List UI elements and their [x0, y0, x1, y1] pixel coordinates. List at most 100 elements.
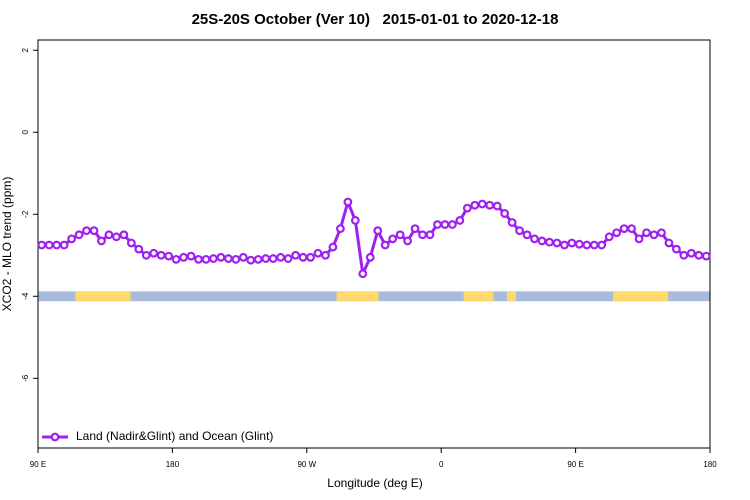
data-point: [209, 254, 218, 263]
data-point: [440, 220, 450, 229]
data-point: [448, 220, 457, 229]
data-point: [119, 230, 129, 240]
data-point: [238, 252, 248, 262]
data-point: [403, 236, 413, 246]
data-point: [52, 240, 62, 250]
data-point: [530, 234, 539, 244]
data-point: [560, 240, 569, 250]
data-point: [268, 254, 278, 263]
data-point: [567, 238, 577, 248]
data-point: [552, 238, 562, 248]
data-point: [246, 255, 256, 265]
y-tick-label: 0: [21, 129, 30, 134]
data-point: [126, 238, 136, 248]
data-point: [462, 203, 472, 213]
data-point: [321, 250, 330, 260]
y-tick-label: 2: [21, 47, 30, 52]
data-point: [253, 254, 263, 264]
data-point: [358, 269, 368, 279]
data-point: [425, 230, 435, 240]
data-point: [380, 240, 390, 250]
data-point: [97, 236, 106, 246]
land-band: [75, 291, 131, 302]
data-point: [649, 230, 659, 240]
data-point: [485, 200, 495, 210]
data-point: [694, 250, 704, 260]
data-point: [395, 230, 405, 240]
data-point: [231, 254, 241, 264]
land-band: [336, 291, 379, 302]
data-point: [291, 250, 301, 260]
land-band: [612, 291, 669, 302]
data-point: [37, 240, 47, 250]
data-point: [612, 228, 622, 238]
data-point: [388, 234, 398, 244]
data-point: [350, 216, 360, 225]
data-point: [657, 228, 666, 238]
data-point: [89, 226, 99, 236]
data-point: [410, 224, 420, 234]
y-axis-label: XCO2 - MLO trend (ppm): [0, 177, 14, 312]
data-point: [582, 240, 592, 250]
data-point: [701, 251, 711, 261]
data-point: [261, 254, 271, 263]
data-point: [194, 254, 203, 264]
data-point: [664, 238, 674, 248]
data-point: [477, 199, 487, 209]
data-point: [470, 200, 480, 210]
y-tick-label: -2: [21, 210, 30, 218]
data-point: [156, 250, 166, 260]
data-point: [74, 230, 84, 240]
x-tick-label: 90 E: [30, 460, 46, 469]
data-point: [619, 224, 629, 234]
data-point: [545, 237, 554, 247]
data-point: [433, 220, 442, 229]
x-tick-label: 180: [166, 460, 180, 469]
data-point: [343, 197, 353, 207]
data-point: [44, 240, 54, 250]
data-point: [134, 244, 144, 254]
data-point: [627, 224, 636, 234]
data-point: [276, 252, 286, 262]
y-tick-label: -6: [21, 374, 30, 382]
data-point: [67, 234, 76, 244]
data-point: [223, 254, 233, 263]
data-point: [298, 252, 308, 262]
data-point: [373, 226, 383, 236]
x-tick-label: 0: [439, 460, 444, 469]
chart-title: 25S-20S October (Ver 10) 2015-01-01 to 2…: [192, 11, 559, 28]
data-point: [164, 251, 174, 261]
legend-marker: [50, 432, 60, 442]
x-tick-label: 90 W: [297, 460, 316, 469]
data-point: [418, 230, 427, 240]
data-point: [283, 254, 293, 263]
data-point: [365, 252, 375, 262]
data-point: [500, 209, 510, 218]
data-point: [216, 252, 226, 262]
data-point: [336, 224, 345, 234]
data-point: [597, 240, 607, 250]
x-axis-label: Longitude (deg E): [327, 476, 422, 490]
data-point: [642, 228, 651, 238]
data-point: [104, 230, 114, 240]
data-point: [492, 201, 502, 211]
data-point: [686, 248, 696, 258]
data-point: [672, 244, 681, 254]
data-point: [111, 232, 121, 242]
data-point: [537, 236, 547, 246]
data-point: [455, 216, 465, 225]
data-point: [186, 251, 196, 261]
data-point: [634, 234, 644, 244]
data-point: [313, 248, 323, 258]
data-point: [306, 252, 315, 262]
data-point: [201, 254, 211, 264]
land-band: [463, 291, 494, 302]
y-tick-label: -4: [21, 292, 30, 300]
legend-label: Land (Nadir&Glint) and Ocean (Glint): [76, 429, 273, 443]
data-point: [82, 226, 91, 236]
data-point: [149, 248, 159, 258]
data-point: [59, 240, 69, 250]
data-point: [522, 230, 532, 240]
